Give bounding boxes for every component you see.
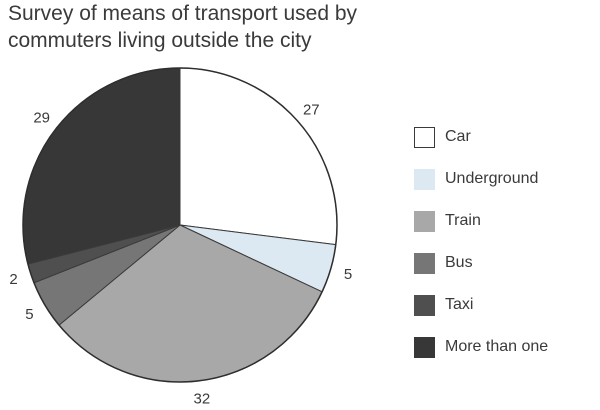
pie-label-taxi: 2 — [9, 271, 17, 288]
legend-swatch-taxi — [414, 294, 435, 316]
legend-item-more-than-one: More than one — [414, 326, 548, 368]
legend-item-underground: Underground — [414, 158, 548, 200]
pie-label-more-than-one: 29 — [33, 110, 50, 127]
legend-item-car: Car — [414, 116, 548, 158]
chart-title-line-1: Survey of means of transport used by — [8, 2, 358, 25]
legend-label-underground: Underground — [445, 170, 539, 187]
legend-label-taxi: Taxi — [445, 296, 474, 313]
pie-slice-car — [179, 67, 338, 246]
legend-item-bus: Bus — [414, 242, 548, 284]
pie-label-car: 27 — [303, 101, 320, 118]
legend: Car Underground Train Bus Taxi More than… — [414, 116, 548, 368]
legend-item-taxi: Taxi — [414, 284, 548, 326]
chart-title-line-2: commuters living outside the city — [8, 29, 312, 52]
legend-label-train: Train — [445, 212, 481, 229]
legend-item-train: Train — [414, 200, 548, 242]
pie-label-underground: 5 — [344, 266, 352, 283]
legend-swatch-bus — [414, 252, 435, 274]
legend-swatch-more-than-one — [414, 336, 435, 358]
legend-label-car: Car — [445, 128, 471, 145]
pie-outline — [22, 67, 338, 383]
legend-label-more-than-one: More than one — [445, 338, 549, 355]
pie-label-bus: 5 — [25, 306, 33, 323]
legend-label-bus: Bus — [445, 254, 473, 271]
legend-swatch-train — [414, 210, 435, 232]
legend-swatch-underground — [414, 168, 435, 190]
pie-label-train: 32 — [194, 391, 211, 408]
legend-swatch-car — [414, 126, 435, 148]
chart-title: Survey of means of transport used by com… — [8, 0, 357, 54]
